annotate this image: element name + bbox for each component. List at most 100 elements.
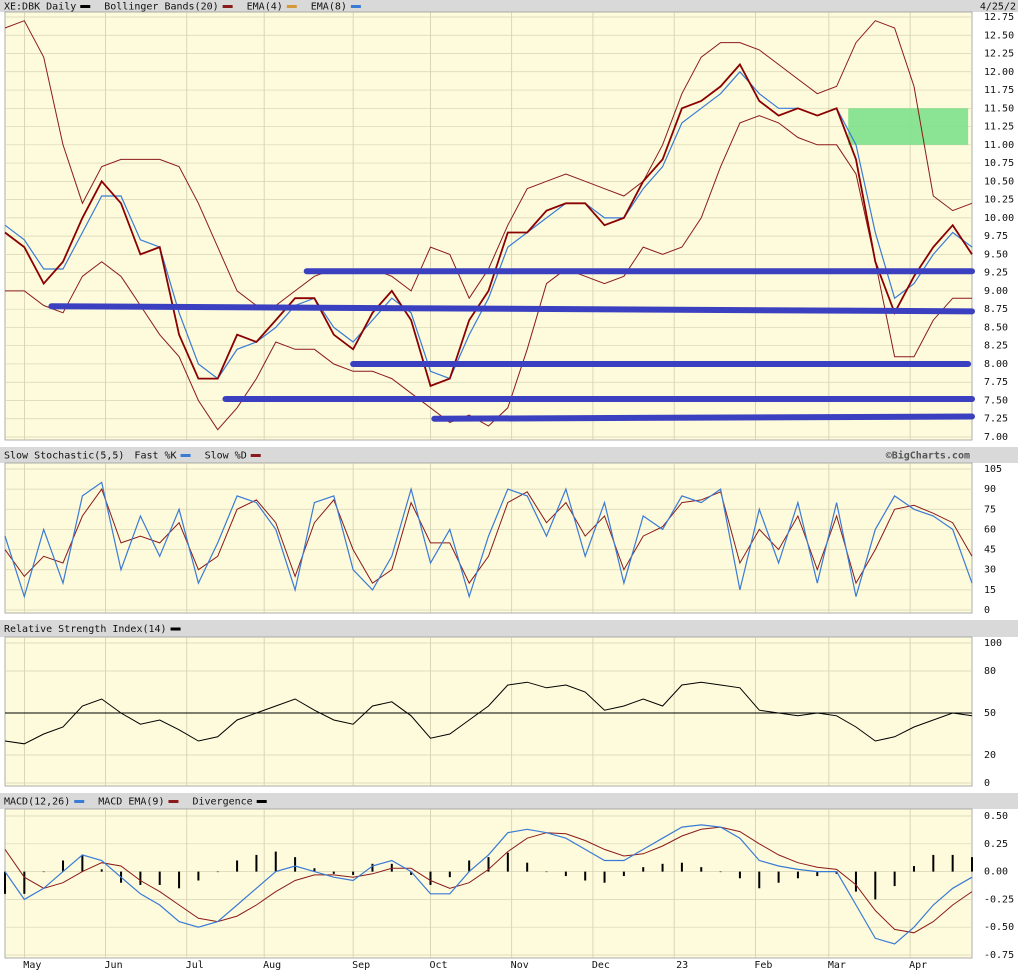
divergence-bar (42, 871, 45, 873)
divergence-bar (506, 852, 509, 872)
support-line (48, 303, 975, 315)
y-tick-label: 0.00 (984, 867, 1008, 878)
x-tick-label: Feb (754, 960, 772, 971)
divergence-bar (294, 857, 297, 872)
y-tick-label: 12.00 (984, 67, 1014, 78)
panel-header (0, 793, 1018, 809)
y-tick-label: 9.75 (984, 231, 1008, 242)
x-tick-label: 23 (676, 960, 688, 971)
y-tick-label: 20 (984, 750, 996, 761)
x-tick-label: Dec (592, 960, 610, 971)
legend-label: Relative Strength Index(14) (4, 624, 167, 635)
panel-title: Slow Stochastic(5,5) (4, 451, 124, 462)
divergence-bar (255, 854, 258, 872)
divergence-bar (62, 860, 65, 872)
y-tick-label: -0.75 (984, 950, 1014, 961)
y-tick-label: 8.00 (984, 359, 1008, 370)
divergence-bar (932, 854, 935, 872)
y-tick-label: 7.75 (984, 377, 1008, 388)
y-tick-label: 10.00 (984, 213, 1014, 224)
y-tick-label: 90 (984, 484, 996, 495)
divergence-bar (332, 871, 335, 874)
divergence-bar (313, 868, 316, 872)
y-tick-label: 0 (984, 778, 990, 789)
divergence-bar (661, 863, 664, 872)
divergence-bar (371, 863, 374, 872)
legend-label: Bollinger Bands(20) (104, 2, 218, 13)
series-line (5, 115, 972, 431)
divergence-bar (622, 871, 625, 877)
y-tick-label: 8.25 (984, 341, 1008, 352)
y-tick-label: 10.25 (984, 195, 1014, 206)
y-tick-label: 11.50 (984, 103, 1014, 114)
divergence-bar (584, 871, 587, 881)
series-line (4, 824, 973, 945)
divergence-bar (758, 871, 761, 889)
legend-label: MACD(12,26) (4, 797, 70, 808)
legend-label: Slow %D (205, 451, 247, 462)
divergence-bar (81, 854, 84, 872)
y-tick-label: 12.75 (984, 12, 1014, 23)
divergence-bar (719, 871, 722, 873)
divergence-bar (197, 871, 200, 881)
divergence-bar (236, 860, 239, 872)
y-tick-label: 7.00 (984, 432, 1008, 443)
divergence-bar (738, 871, 741, 879)
y-tick-label: 9.00 (984, 286, 1008, 297)
legend-label: MACD EMA(9) (98, 797, 164, 808)
divergence-bar (912, 866, 915, 872)
y-tick-label: 10.50 (984, 176, 1014, 187)
panel-header (0, 0, 1018, 12)
divergence-bar (274, 851, 277, 872)
date-label: 4/25/2 (980, 2, 1016, 13)
plot-area (4, 808, 973, 959)
series-line (4, 488, 973, 585)
y-tick-label: 100 (984, 638, 1002, 649)
divergence-bar (390, 863, 393, 872)
y-tick-label: 105 (984, 464, 1002, 475)
x-tick-label: Oct (429, 960, 447, 971)
y-tick-label: 11.75 (984, 85, 1014, 96)
legend-label: EMA(4) (247, 2, 283, 13)
divergence-bar (100, 869, 103, 872)
y-tick-label: 12.50 (984, 30, 1014, 41)
divergence-bar (178, 871, 181, 889)
x-tick-label: Aug (263, 960, 281, 971)
y-tick-label: 0 (984, 605, 990, 616)
divergence-bar (642, 867, 645, 872)
y-tick-label: 60 (984, 524, 996, 535)
divergence-bar (700, 867, 703, 872)
y-tick-label: 50 (984, 708, 996, 719)
y-tick-label: 12.25 (984, 49, 1014, 60)
series-line (4, 681, 973, 745)
plot-area (4, 11, 973, 441)
divergence-bar (216, 871, 219, 873)
series-line (4, 481, 973, 599)
x-tick-label: Jun (105, 960, 123, 971)
divergence-bar (158, 871, 161, 885)
divergence-bar (468, 860, 471, 872)
y-tick-label: 8.75 (984, 304, 1008, 315)
x-tick-label: Sep (352, 960, 370, 971)
target-zone (848, 108, 969, 145)
y-tick-label: 10.75 (984, 158, 1014, 169)
divergence-bar (893, 871, 896, 887)
y-tick-label: 80 (984, 666, 996, 677)
divergence-bar (816, 871, 819, 877)
y-tick-label: 0.25 (984, 839, 1008, 850)
y-tick-label: 8.50 (984, 322, 1008, 333)
credit: ©BigCharts.com (886, 450, 970, 462)
divergence-bar (448, 871, 451, 878)
divergence-bar (429, 871, 432, 885)
y-tick-label: 9.25 (984, 268, 1008, 279)
divergence-bar (564, 871, 567, 877)
x-tick-label: Nov (511, 960, 529, 971)
series-line (4, 826, 973, 934)
divergence-bar (526, 862, 529, 872)
support-line (431, 413, 975, 422)
legend-label: EMA(8) (311, 2, 347, 13)
y-tick-label: 0.50 (984, 811, 1008, 822)
divergence-bar (854, 871, 857, 892)
divergence-bar (545, 871, 548, 873)
